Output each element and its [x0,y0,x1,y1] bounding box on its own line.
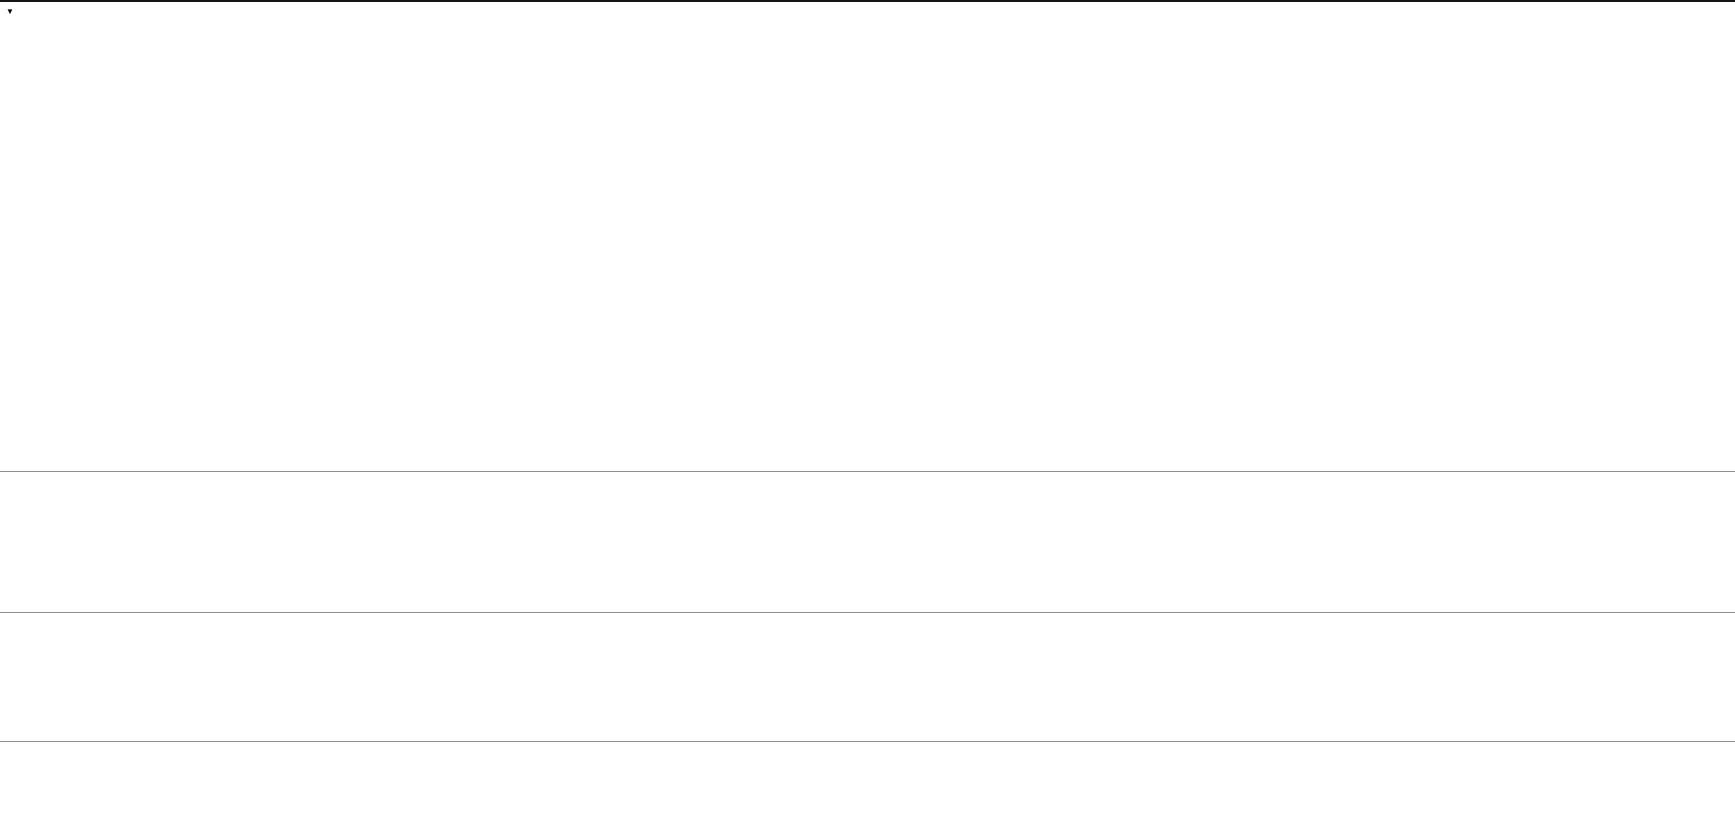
macd-indicator-panel[interactable] [0,471,1735,612]
time-axis [0,741,1735,763]
chart-marker-icon: ▼ [6,7,14,16]
symbol-ohlc-label: ▼ [6,6,17,18]
rsi-indicator-panel[interactable] [0,612,1735,741]
price-chart-panel[interactable]: ▼ [0,2,1735,471]
rsi-canvas[interactable] [0,613,1735,741]
macd-canvas[interactable] [0,472,1735,612]
price-chart-canvas[interactable] [0,2,1735,471]
